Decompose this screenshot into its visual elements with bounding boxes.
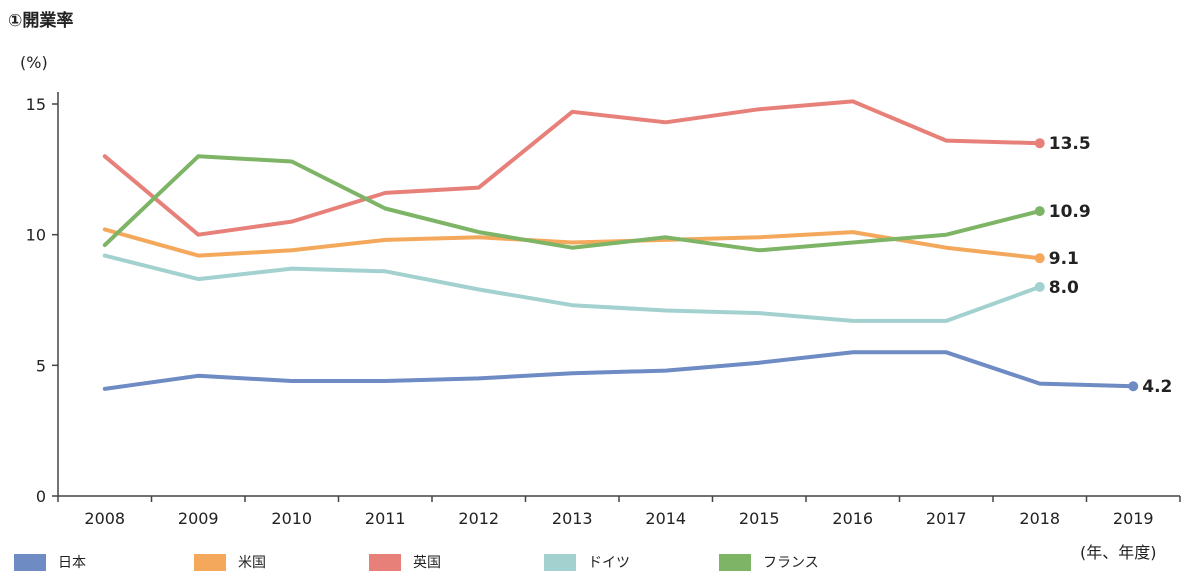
- y-tick-label: 0: [36, 487, 46, 506]
- x-tick-label: 2011: [365, 509, 406, 528]
- legend-item: ドイツ: [544, 552, 719, 572]
- x-tick-label: 2018: [1019, 509, 1060, 528]
- series-end-point: [1128, 381, 1139, 392]
- legend-swatch: [544, 553, 576, 571]
- legend-item: 米国: [194, 552, 369, 572]
- y-tick-label: 10: [26, 226, 46, 245]
- series-line: [102, 99, 1042, 237]
- series-end-point: [1034, 206, 1045, 217]
- legend-label: フランス: [763, 555, 819, 571]
- x-tick-label: 2008: [84, 509, 125, 528]
- chart-title: ①開業率: [8, 10, 73, 31]
- data-label: 9.1: [1049, 249, 1079, 269]
- x-tick-label: 2009: [178, 509, 219, 528]
- series-end-point: [1034, 281, 1045, 292]
- legend-item: フランス: [719, 552, 879, 572]
- y-tick-label: 15: [26, 95, 46, 114]
- legend-swatch: [719, 553, 751, 571]
- legend-swatch: [14, 553, 46, 571]
- series-end-point: [1034, 138, 1045, 149]
- data-label: 8.0: [1049, 278, 1079, 298]
- y-tick-label: 5: [36, 356, 46, 375]
- series-line: [102, 253, 1042, 323]
- data-label: 13.5: [1049, 134, 1091, 154]
- x-tick-label: 2013: [552, 509, 593, 528]
- series-line: [102, 227, 1042, 261]
- x-tick-label: 2014: [645, 509, 686, 528]
- x-tick-label: 2012: [458, 509, 499, 528]
- chart-legend: 日本 米国 英国 ドイツ フランス: [14, 552, 879, 572]
- series-line: [102, 154, 1042, 253]
- legend-label: 英国: [413, 555, 441, 571]
- legend-item: 英国: [369, 552, 544, 572]
- legend-label: 米国: [238, 555, 266, 571]
- x-tick-label: 2019: [1113, 509, 1154, 528]
- series-line: [102, 350, 1136, 391]
- x-tick-label: 2015: [739, 509, 780, 528]
- series-end-point: [1034, 253, 1045, 264]
- legend-label: ドイツ: [588, 555, 630, 571]
- legend-swatch: [369, 553, 401, 571]
- legend-swatch: [194, 553, 226, 571]
- legend-label: 日本: [58, 555, 86, 571]
- x-tick-label: 2017: [926, 509, 967, 528]
- legend-item: 日本: [14, 552, 194, 572]
- x-axis-label: (年、年度): [1080, 543, 1157, 562]
- data-label: 4.2: [1142, 377, 1172, 397]
- x-tick-label: 2016: [832, 509, 873, 528]
- x-tick-label: 2010: [271, 509, 312, 528]
- y-axis-label: (%): [20, 53, 48, 72]
- data-label: 10.9: [1049, 202, 1091, 222]
